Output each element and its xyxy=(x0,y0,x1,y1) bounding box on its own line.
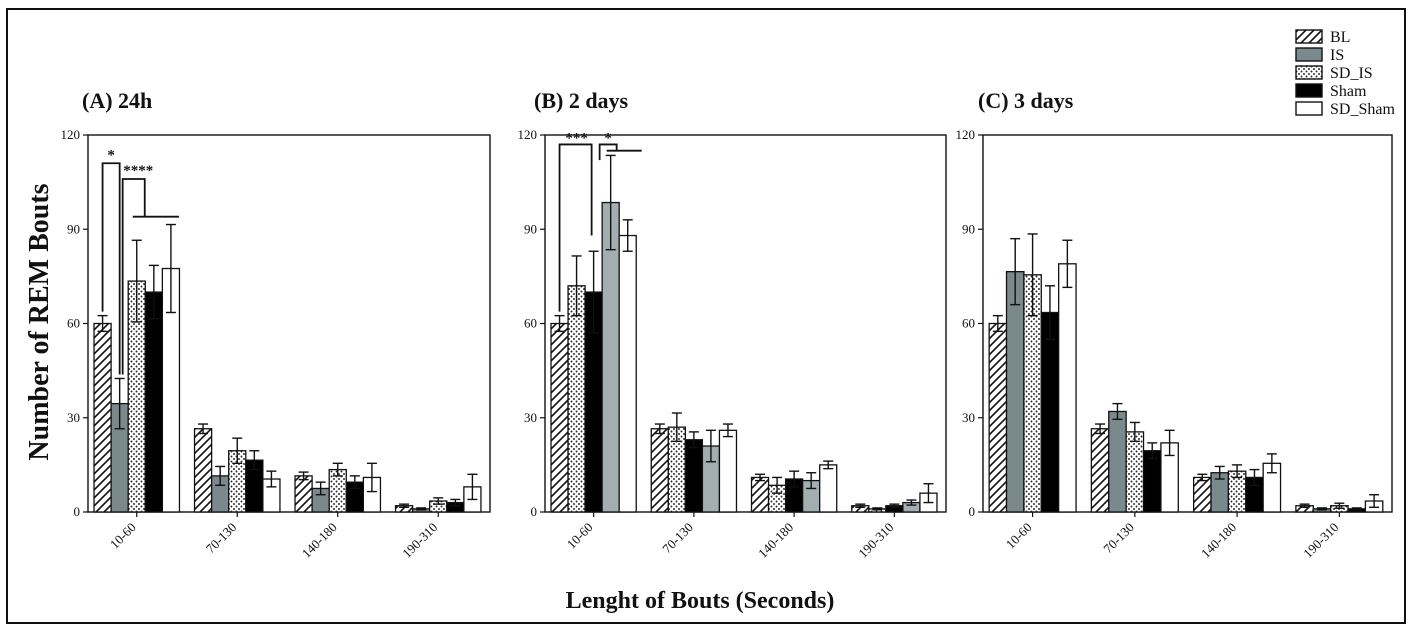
y-tick-label: 90 xyxy=(67,221,80,236)
significance-label: * xyxy=(604,130,612,146)
legend-swatch-bl xyxy=(1295,29,1323,44)
y-tick-label: 90 xyxy=(962,221,975,236)
legend-label-bl: BL xyxy=(1330,29,1350,46)
significance-label: * xyxy=(107,147,115,163)
panel-title: (A) 24h xyxy=(82,88,152,113)
y-tick-label: 60 xyxy=(524,316,537,331)
significance-bracket xyxy=(598,143,618,161)
y-tick-label: 0 xyxy=(969,504,976,519)
significance-bracket xyxy=(121,178,146,375)
y-tick-label: 60 xyxy=(962,316,975,331)
significance-bracket xyxy=(558,143,593,312)
x-axis-label: Lenght of Bouts (Seconds) xyxy=(566,588,835,614)
y-tick-label: 60 xyxy=(67,316,80,331)
y-axis-label: Number of REM Bouts xyxy=(24,183,55,460)
significance-label: **** xyxy=(123,163,153,179)
legend-swatch-is xyxy=(1295,47,1323,62)
legend-label-sd_is: SD_IS xyxy=(1330,65,1373,82)
legend-label-sham: Sham xyxy=(1330,83,1367,100)
y-tick-label: 120 xyxy=(956,127,976,142)
y-tick-label: 120 xyxy=(61,127,81,142)
y-tick-label: 30 xyxy=(67,410,80,425)
legend-swatch-sd_sham xyxy=(1295,101,1323,116)
significance-label: *** xyxy=(565,130,588,146)
legend-swatch-sd_is xyxy=(1295,65,1323,80)
legend-label-sd_sham: SD_Sham xyxy=(1330,101,1395,118)
y-tick-label: 0 xyxy=(531,504,538,519)
y-tick-label: 30 xyxy=(962,410,975,425)
figure-frame xyxy=(6,8,1406,624)
y-tick-label: 90 xyxy=(524,221,537,236)
panel-title: (B) 2 days xyxy=(534,88,629,113)
y-tick-label: 0 xyxy=(74,504,81,519)
legend-label-is: IS xyxy=(1330,47,1344,64)
legend-swatch-sham xyxy=(1295,83,1323,98)
panel-title: (C) 3 days xyxy=(978,88,1074,113)
significance-bracket xyxy=(101,162,121,375)
y-tick-label: 120 xyxy=(518,127,538,142)
y-tick-label: 30 xyxy=(524,410,537,425)
